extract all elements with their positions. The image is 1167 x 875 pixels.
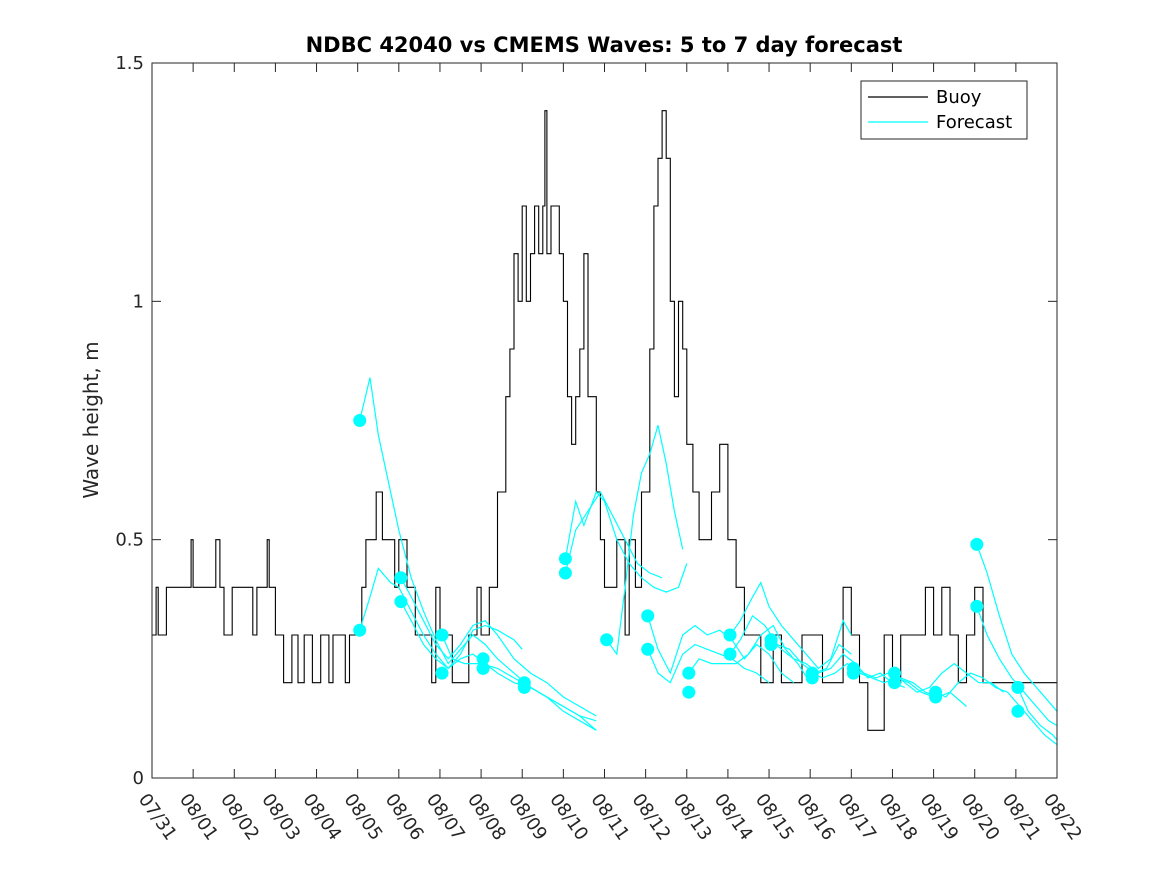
x-tick-label: 08/09: [504, 790, 551, 845]
forecast-dot: [805, 671, 819, 685]
plot-frame: [151, 62, 1058, 779]
forecast-dot: [558, 566, 572, 580]
forecast-dot: [435, 628, 449, 642]
forecast-dot: [435, 666, 449, 680]
x-tick-label: 08/04: [298, 790, 345, 845]
x-tick-label: 08/07: [422, 790, 469, 845]
buoy-line: [152, 110, 1057, 731]
forecast-dot: [394, 571, 408, 585]
legend-label-buoy: Buoy: [936, 87, 982, 108]
forecast-dot: [353, 414, 367, 427]
y-tick-label: 1: [133, 291, 144, 312]
forecast-dot: [970, 599, 984, 613]
forecast-dot: [476, 661, 490, 675]
forecast-dot: [353, 623, 367, 637]
forecast-line: [688, 624, 811, 684]
forecast-dot: [600, 633, 614, 647]
y-axis-label: Wave height, m: [79, 341, 103, 498]
forecast-dot: [970, 537, 984, 551]
forecast-line: [894, 662, 1004, 693]
forecast-dot: [1011, 704, 1025, 718]
forecast-line: [976, 544, 1058, 712]
forecast-line: [564, 490, 688, 593]
x-tick-label: 08/08: [463, 790, 510, 845]
x-tick-label: 08/02: [216, 790, 263, 845]
forecast-dot: [558, 552, 572, 566]
forecast-dot: [517, 680, 531, 694]
forecast-line: [647, 615, 795, 684]
forecast-line: [729, 581, 852, 670]
chart-title: NDBC 42040 vs CMEMS Waves: 5 to 7 day fo…: [306, 33, 903, 57]
forecast-dot: [476, 652, 490, 666]
x-tick-label: 08/19: [915, 790, 962, 845]
y-tick-label: 1.5: [115, 53, 144, 74]
x-tick-label: 08/20: [957, 790, 1004, 845]
forecast-dot: [888, 666, 901, 680]
legend-box: [860, 80, 1028, 140]
x-tick-label: 08/18: [874, 790, 921, 845]
x-tick-label: 08/03: [257, 790, 304, 845]
forecast-line: [1017, 687, 1058, 741]
forecast-dot: [682, 666, 696, 680]
forecast-dot: [1011, 680, 1025, 694]
x-tick-label: 08/22: [1039, 790, 1086, 845]
legend-label-forecast: Forecast: [936, 112, 1012, 133]
forecast-dot: [764, 638, 778, 651]
x-tick-label: 08/11: [586, 790, 633, 845]
y-tick-label: 0: [133, 768, 144, 789]
x-tick-label: 08/17: [833, 790, 880, 845]
forecast-dot: [723, 647, 737, 661]
forecast-line: [647, 643, 770, 684]
x-tick-labels: 07/3108/0108/0208/0308/0408/0508/0608/07…: [134, 790, 1086, 845]
plot-area: [152, 63, 1057, 778]
x-tick-label: 08/15: [751, 790, 798, 845]
forecast-dot: [641, 642, 655, 656]
forecast-line: [811, 662, 934, 698]
x-tick-label: 08/14: [710, 790, 757, 845]
forecast-line: [935, 672, 1058, 746]
y-tick-labels: 0 0.5 1 1.5: [115, 53, 144, 789]
forecast-dot: [929, 690, 943, 704]
forecast-line: [853, 667, 967, 707]
forecast-line: [770, 639, 906, 688]
x-tick-label: 07/31: [134, 790, 181, 845]
y-tick-label: 0.5: [115, 530, 144, 551]
x-tick-label: 08/05: [340, 790, 387, 845]
forecast-dot: [394, 595, 408, 609]
forecast-line: [729, 614, 852, 674]
x-tick-label: 08/13: [669, 790, 716, 845]
x-tick-label: 08/16: [792, 790, 839, 845]
x-tick-label: 08/10: [545, 790, 592, 845]
forecast-dot: [682, 685, 696, 699]
forecast-dots: [353, 414, 1025, 718]
forecast-line: [441, 634, 597, 731]
axis-ticks: [151, 62, 1058, 779]
forecast-line: [400, 601, 523, 670]
forecast-dot: [641, 609, 655, 623]
x-tick-label: 08/21: [998, 790, 1045, 845]
x-tick-label: 08/06: [381, 790, 428, 845]
forecast-dot: [888, 676, 901, 690]
forecast-dot: [723, 628, 737, 642]
forecast-line: [606, 425, 684, 656]
legend: Buoy Forecast: [860, 80, 1028, 140]
forecast-line: [400, 577, 597, 717]
forecast-dot: [846, 666, 860, 680]
buoy-series: [152, 110, 1057, 731]
forecast-line: [564, 490, 663, 579]
x-tick-label: 08/01: [175, 790, 222, 845]
x-tick-label: 08/12: [628, 790, 675, 845]
